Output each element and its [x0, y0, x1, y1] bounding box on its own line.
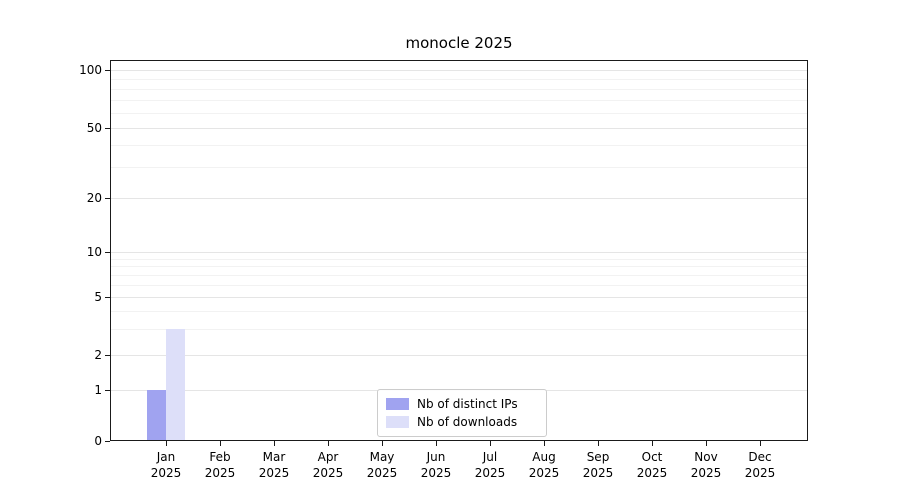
x-tick-label: Jun 2025 — [404, 449, 468, 481]
x-tick-mark — [382, 441, 383, 446]
minor-gridline — [111, 88, 807, 90]
x-tick-mark — [166, 441, 167, 446]
x-tick-mark — [328, 441, 329, 446]
x-tick-year: 2025 — [744, 466, 776, 480]
y-tick-label: 20 — [86, 191, 102, 205]
x-tick-year: 2025 — [258, 466, 290, 480]
x-tick-year: 2025 — [582, 466, 614, 480]
x-tick-month: Aug — [532, 450, 556, 464]
x-tick-mark — [652, 441, 653, 446]
minor-gridline — [111, 275, 807, 277]
x-tick-year: 2025 — [474, 466, 506, 480]
x-tick-month: Jan — [156, 450, 176, 464]
chart-title: monocle 2025 — [405, 34, 513, 52]
major-gridline — [111, 70, 807, 71]
x-tick-label: Jan 2025 — [134, 449, 198, 481]
y-tick-mark — [105, 296, 110, 298]
y-tick-mark — [105, 354, 110, 356]
x-tick-month: Jun — [426, 450, 446, 464]
minor-gridline — [111, 311, 807, 313]
x-tick-mark — [598, 441, 599, 446]
x-tick-label: May 2025 — [350, 449, 414, 481]
x-tick-label: Sep 2025 — [566, 449, 630, 481]
y-tick-mark — [105, 389, 110, 391]
y-tick-mark — [105, 440, 110, 442]
legend-item-distinct-ips: Nb of distinct IPs — [386, 397, 538, 411]
minor-gridline — [111, 258, 807, 260]
legend: Nb of distinct IPs Nb of downloads — [377, 389, 547, 437]
major-gridline — [111, 355, 807, 356]
legend-swatch-downloads — [386, 416, 409, 428]
y-tick-label: 100 — [79, 63, 102, 77]
y-tick-mark — [105, 69, 110, 71]
x-tick-year: 2025 — [528, 466, 560, 480]
x-tick-label: Mar 2025 — [242, 449, 306, 481]
x-tick-month: Dec — [748, 450, 772, 464]
minor-gridline — [111, 266, 807, 268]
x-tick-year: 2025 — [150, 466, 182, 480]
minor-gridline — [111, 167, 807, 169]
x-tick-year: 2025 — [312, 466, 344, 480]
minor-gridline — [111, 112, 807, 114]
major-gridline — [111, 128, 807, 129]
y-tick-label: 10 — [86, 245, 102, 259]
x-tick-year: 2025 — [420, 466, 452, 480]
x-tick-month: Nov — [694, 450, 718, 464]
x-tick-mark — [274, 441, 275, 446]
x-tick-month: May — [369, 450, 395, 464]
y-tick-label: 1 — [94, 383, 102, 397]
x-tick-mark — [220, 441, 221, 446]
y-tick-label: 2 — [94, 348, 102, 362]
x-tick-year: 2025 — [690, 466, 722, 480]
bar-distinct-ips — [147, 390, 166, 440]
x-tick-label: Feb 2025 — [188, 449, 252, 481]
x-tick-label: Dec 2025 — [728, 449, 792, 481]
plot-area — [110, 60, 808, 441]
x-tick-label: Jul 2025 — [458, 449, 522, 481]
major-gridline — [111, 198, 807, 199]
legend-label-downloads: Nb of downloads — [417, 415, 518, 429]
y-tick-label: 5 — [94, 290, 102, 304]
x-tick-year: 2025 — [366, 466, 398, 480]
minor-gridline — [111, 99, 807, 101]
x-tick-mark — [544, 441, 545, 446]
minor-gridline — [111, 145, 807, 147]
x-tick-mark — [436, 441, 437, 446]
major-gridline — [111, 252, 807, 253]
x-tick-month: Mar — [262, 450, 286, 464]
x-tick-year: 2025 — [204, 466, 236, 480]
x-tick-label: Nov 2025 — [674, 449, 738, 481]
x-tick-label: Apr 2025 — [296, 449, 360, 481]
y-tick-label: 0 — [94, 434, 102, 448]
bar-downloads — [166, 329, 185, 440]
x-tick-label: Oct 2025 — [620, 449, 684, 481]
major-gridline — [111, 297, 807, 298]
minor-gridline — [111, 78, 807, 80]
y-tick-mark — [105, 127, 110, 129]
x-tick-month: Apr — [317, 450, 339, 464]
legend-label-distinct-ips: Nb of distinct IPs — [417, 397, 518, 411]
y-tick-mark — [105, 251, 110, 253]
x-tick-mark — [760, 441, 761, 446]
x-tick-year: 2025 — [636, 466, 668, 480]
x-tick-mark — [490, 441, 491, 446]
x-tick-month: Sep — [586, 450, 610, 464]
y-tick-label: 50 — [86, 121, 102, 135]
x-tick-month: Oct — [641, 450, 663, 464]
legend-item-downloads: Nb of downloads — [386, 415, 538, 429]
x-tick-mark — [706, 441, 707, 446]
minor-gridline — [111, 329, 807, 331]
x-tick-label: Aug 2025 — [512, 449, 576, 481]
legend-swatch-distinct-ips — [386, 398, 409, 410]
y-tick-mark — [105, 197, 110, 199]
x-tick-month: Jul — [482, 450, 498, 464]
minor-gridline — [111, 285, 807, 287]
x-tick-month: Feb — [209, 450, 231, 464]
